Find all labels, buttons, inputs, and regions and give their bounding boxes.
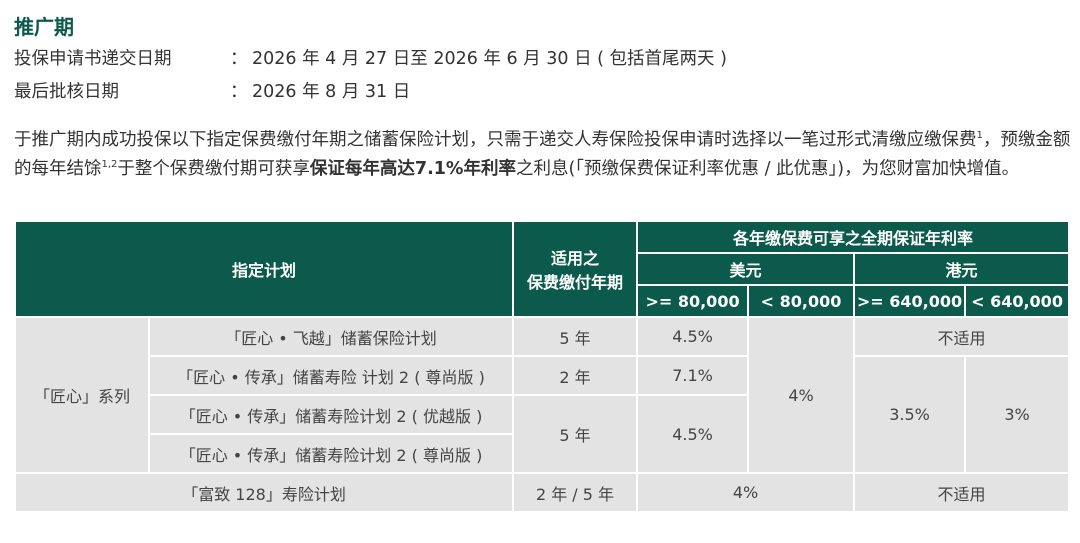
offer-text-4: 之利息(「预缴保费保证利率优惠 / 此优惠」)，为您财富加快增值。 <box>515 159 1020 179</box>
colon: ： <box>230 49 248 69</box>
usd-high-rate: 4.5% <box>636 316 750 357</box>
approval-date-label: 最后批核日期 <box>14 82 119 102</box>
header-hkd-low: < 640,000 <box>964 284 1071 318</box>
footnote-ref: 1,2 <box>101 159 118 170</box>
usd-low-rate: 4% <box>747 316 856 474</box>
header-plan: 指定计划 <box>13 220 515 318</box>
section-heading: 推广期 <box>14 15 74 39</box>
header-payment-term: 适用之 保费缴付年期 <box>512 220 639 318</box>
payment-term: 2 年 / 5 年 <box>512 472 639 513</box>
header-hkd: 港元 <box>853 252 1071 286</box>
submission-date-value: 2026 年 4 月 27 日至 2026 年 6 月 30 日 ( 包括首尾两… <box>252 49 727 69</box>
hkd-high-rate: 3.5% <box>853 355 967 474</box>
offer-text-3: 于整个保费缴付期可获享 <box>117 159 310 179</box>
footnote-ref: 1 <box>976 130 983 141</box>
header-term-line2: 保费缴付年期 <box>527 273 624 292</box>
usd-high-rate: 7.1% <box>636 355 750 396</box>
header-usd-low: < 80,000 <box>747 284 856 318</box>
usd-high-rate: 4.5% <box>636 394 750 474</box>
plan-name: 「匠心 • 传承」储蓄寿险计划 2 ( 尊尚版 ) <box>147 433 515 474</box>
series-name: 「匠心」系列 <box>14 316 150 474</box>
hkd-not-applicable: 不适用 <box>853 472 1071 513</box>
interest-rate-table-wrap: 指定计划 适用之 保费缴付年期 各年缴保费可享之全期保证年利率 美元 港元 >=… <box>13 220 1071 513</box>
payment-term: 2 年 <box>512 355 639 396</box>
header-term-line1: 适用之 <box>551 249 600 268</box>
plan-name: 「匠心 • 飞越」储蓄保险计划 <box>147 316 515 357</box>
submission-date-row: 投保申请书递交日期 ： 2026 年 4 月 27 日至 2026 年 6 月 30… <box>14 45 727 73</box>
plan-name: 「匠心 • 传承」储蓄寿险计划 2 ( 优越版 ) <box>147 394 515 435</box>
payment-term: 5 年 <box>512 394 639 474</box>
colon: ： <box>230 82 248 102</box>
header-hkd-high: >= 640,000 <box>853 284 967 318</box>
header-usd-high: >= 80,000 <box>636 284 750 318</box>
approval-date-value: 2026 年 8 月 31 日 <box>252 82 411 102</box>
offer-text-2: ，预缴金额的每年结馀 <box>14 130 1071 179</box>
header-rate-title: 各年缴保费可享之全期保证年利率 <box>636 220 1071 254</box>
hkd-low-rate: 3% <box>964 355 1071 474</box>
usd-rate: 4% <box>636 472 856 513</box>
payment-term: 5 年 <box>512 316 639 357</box>
offer-description: 于推广期内成功投保以下指定保费缴付年期之储蓄保险计划，只需于递交人寿保险投保申请… <box>14 126 1074 184</box>
submission-date-label: 投保申请书递交日期 <box>14 49 172 69</box>
hkd-not-applicable: 不适用 <box>853 316 1071 357</box>
approval-date-row: 最后批核日期 ： 2026 年 8 月 31 日 <box>14 78 410 106</box>
offer-text-1: 于推广期内成功投保以下指定保费缴付年期之储蓄保险计划，只需于递交人寿保险投保申请… <box>14 130 977 150</box>
plan-name: 「富致 128」寿险计划 <box>13 472 515 513</box>
plan-name: 「匠心 • 传承」储蓄寿险 计划 2 ( 尊尚版 ) <box>147 355 515 396</box>
offer-highlight: 保证每年高达7.1%年利率 <box>309 159 516 179</box>
header-usd: 美元 <box>636 252 856 286</box>
interest-rate-table: 指定计划 适用之 保费缴付年期 各年缴保费可享之全期保证年利率 美元 港元 >=… <box>13 220 1071 513</box>
